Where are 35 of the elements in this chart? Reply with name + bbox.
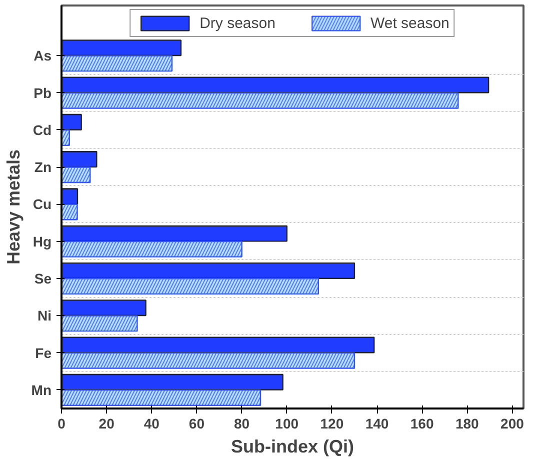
y-tick-label: Hg xyxy=(32,233,52,250)
legend-label: Wet season xyxy=(370,14,450,32)
y-tick-label: As xyxy=(34,48,52,64)
x-tick-label: 200 xyxy=(500,416,524,432)
y-tick-label: Cd xyxy=(32,122,52,138)
y-tick-label: Pb xyxy=(34,84,52,101)
y-tick-label: Mn xyxy=(31,382,52,398)
x-tick-label: 160 xyxy=(410,416,434,432)
x-tick-label: 100 xyxy=(275,416,299,432)
bar xyxy=(62,188,78,205)
x-tick-label: 140 xyxy=(365,416,389,432)
bar xyxy=(62,151,98,168)
bar xyxy=(62,262,356,279)
x-tick-label: 180 xyxy=(455,416,480,432)
y-tick-label: Zn xyxy=(34,159,52,176)
x-tick-label: 60 xyxy=(188,416,205,432)
y-tick-label: Cu xyxy=(32,196,52,212)
bar xyxy=(62,225,288,242)
bar xyxy=(62,336,375,354)
bar xyxy=(62,300,146,316)
x-tick-label: 20 xyxy=(98,416,115,432)
x-tick-label: 40 xyxy=(144,416,160,432)
y-axis-title: Heavy metals xyxy=(3,149,24,265)
x-axis-title: Sub-index (Qi) xyxy=(231,436,354,456)
y-tick-label: Se xyxy=(34,270,52,286)
bar xyxy=(62,374,284,390)
legend-label: Dry season xyxy=(200,14,276,32)
x-tick-label: 0 xyxy=(58,416,66,432)
y-tick-label: Ni xyxy=(38,308,52,324)
bar xyxy=(62,76,490,94)
y-tick-label: Fe xyxy=(35,344,52,361)
x-tick-label: 80 xyxy=(234,416,250,432)
x-tick-label: 120 xyxy=(320,416,344,432)
bar xyxy=(62,114,82,130)
bar xyxy=(62,40,182,56)
